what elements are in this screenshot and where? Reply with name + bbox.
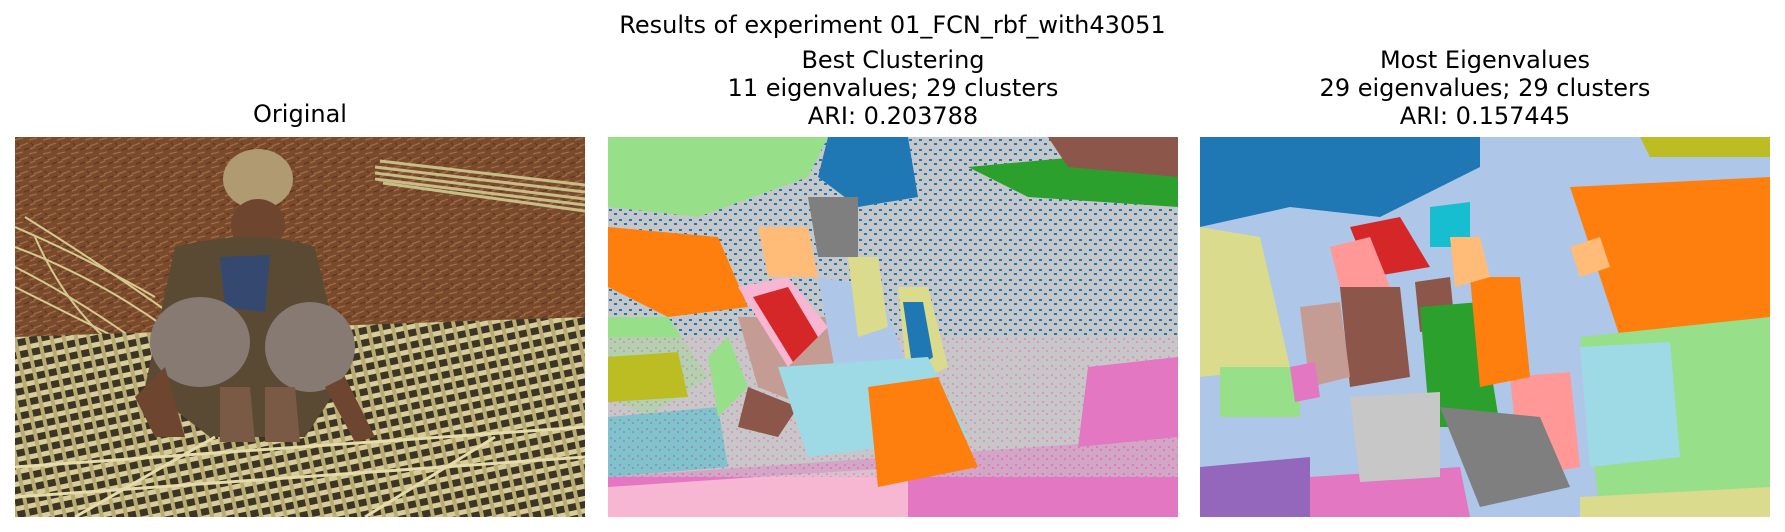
original-photo (15, 137, 585, 517)
panel-most-eigenvalues: Most Eigenvalues 29 eigenvalues; 29 clus… (1200, 0, 1770, 532)
figure-suptitle: Results of experiment 01_FCN_rbf_with430… (619, 11, 1166, 39)
panel-title-line-3: ARI: 0.203788 (807, 102, 979, 130)
panel-title-line-1: Most Eigenvalues (1379, 46, 1591, 74)
panel-title-line-2: 11 eigenvalues; 29 clusters (727, 74, 1059, 102)
panel-best-clustering: Best Clustering 11 eigenvalues; 29 clust… (608, 0, 1178, 532)
panel-title-line-2: 29 eigenvalues; 29 clusters (1319, 74, 1651, 102)
panel-title-line-3: ARI: 0.157445 (1399, 102, 1571, 130)
panel-original: Original (15, 0, 585, 532)
panel-title-original: Original (253, 100, 347, 128)
panel-title-line-1: Best Clustering (801, 46, 985, 74)
best-clustering-segmentation (608, 137, 1178, 517)
most-eigenvalues-segmentation (1200, 137, 1770, 517)
